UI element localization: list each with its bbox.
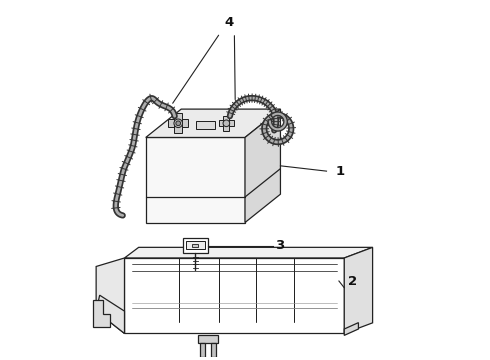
Circle shape: [174, 119, 182, 127]
Polygon shape: [183, 238, 208, 253]
Text: 1: 1: [335, 165, 344, 177]
Polygon shape: [344, 323, 358, 336]
Polygon shape: [168, 120, 188, 127]
Polygon shape: [344, 247, 372, 333]
Polygon shape: [245, 109, 280, 222]
Polygon shape: [193, 244, 198, 247]
Polygon shape: [198, 336, 218, 343]
Text: 3: 3: [275, 239, 284, 252]
Polygon shape: [196, 121, 216, 129]
Polygon shape: [96, 258, 124, 333]
Polygon shape: [124, 247, 372, 258]
Polygon shape: [146, 138, 245, 222]
Polygon shape: [211, 343, 216, 357]
Polygon shape: [93, 300, 110, 327]
Polygon shape: [186, 241, 205, 249]
Polygon shape: [124, 258, 344, 333]
Text: 2: 2: [348, 275, 357, 288]
Polygon shape: [96, 295, 124, 333]
Text: 4: 4: [224, 16, 234, 29]
Polygon shape: [219, 120, 234, 126]
Polygon shape: [174, 113, 182, 134]
Polygon shape: [223, 116, 229, 131]
Polygon shape: [200, 343, 205, 357]
Polygon shape: [146, 109, 280, 138]
Circle shape: [176, 121, 180, 126]
Circle shape: [223, 120, 230, 127]
